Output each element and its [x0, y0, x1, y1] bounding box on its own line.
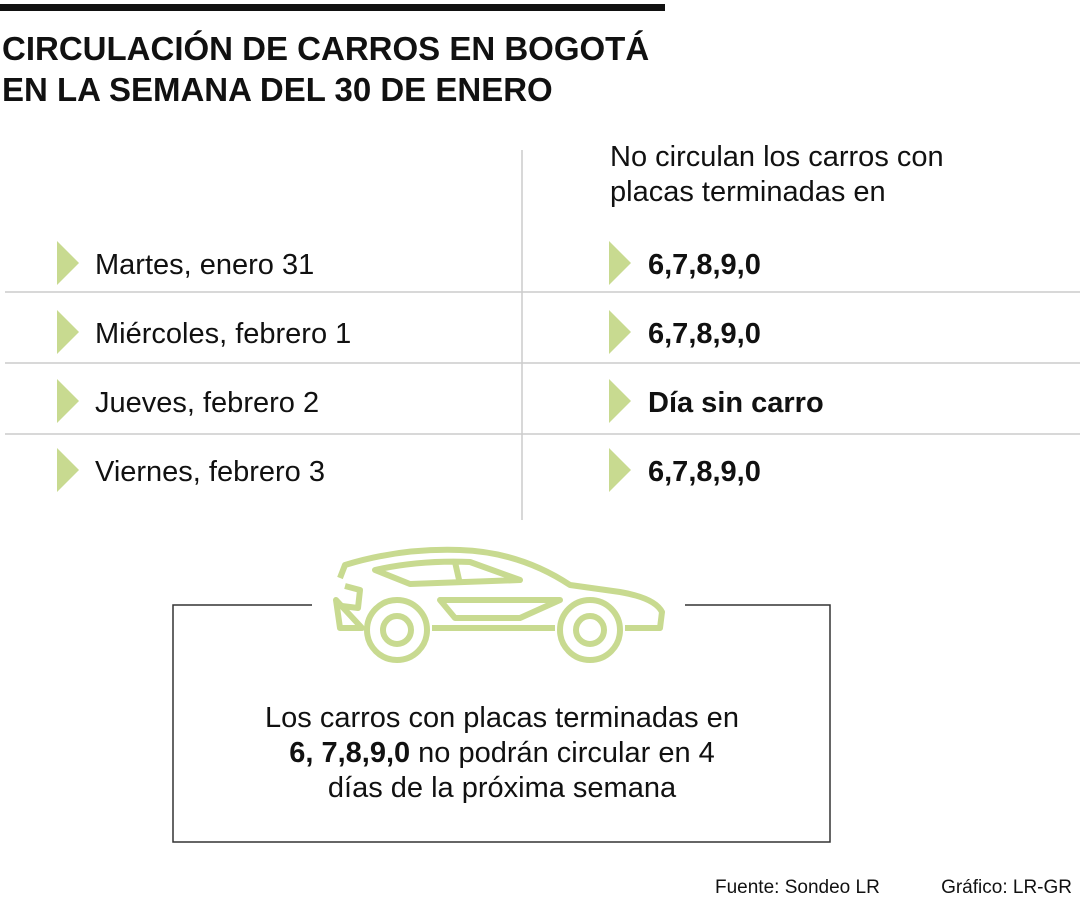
row-marker — [609, 448, 631, 492]
day-label: Viernes, febrero 3 — [95, 456, 325, 488]
day-label: Miércoles, febrero 1 — [95, 318, 351, 350]
title-line: EN LA SEMANA DEL 30 DE ENERO — [2, 71, 553, 108]
day-label: Jueves, febrero 2 — [95, 387, 319, 419]
note-line: Los carros con placas terminadas en — [265, 702, 739, 734]
source: Fuente: Sondeo LR — [715, 877, 880, 898]
row-marker — [57, 448, 79, 492]
table-rows: Martes, enero 31 6,7,8,9,0 Miércoles, febr… — [5, 241, 1080, 492]
row-marker — [609, 379, 631, 423]
note-rest: no podrán circular en 4 — [418, 737, 715, 769]
note-line: días de la próxima semana — [328, 772, 677, 804]
note-box — [172, 604, 831, 843]
plates-value: 6,7,8,9,0 — [648, 318, 761, 350]
row-marker — [609, 310, 631, 354]
plates-value: 6,7,8,9,0 — [648, 456, 761, 488]
note-bold: 6, 7,8,9,0 — [289, 737, 410, 769]
note-line: 6, 7,8,9,0 no podrán circular en 4 — [289, 737, 715, 769]
row-marker — [57, 310, 79, 354]
car-icon — [333, 546, 665, 663]
column-header: No circulan los carros con — [610, 141, 944, 173]
column-header: placas terminadas en — [610, 176, 886, 208]
title-line: CIRCULACIÓN DE CARROS EN BOGOTÁ — [2, 30, 649, 67]
top-bar — [0, 4, 665, 11]
day-label: Martes, enero 31 — [95, 249, 314, 281]
credit: Gráfico: LR-GR — [941, 877, 1072, 898]
row-marker — [57, 379, 79, 423]
plates-value: 6,7,8,9,0 — [648, 249, 761, 281]
row-marker — [609, 241, 631, 285]
plates-value: Día sin carro — [648, 387, 824, 419]
row-marker — [57, 241, 79, 285]
